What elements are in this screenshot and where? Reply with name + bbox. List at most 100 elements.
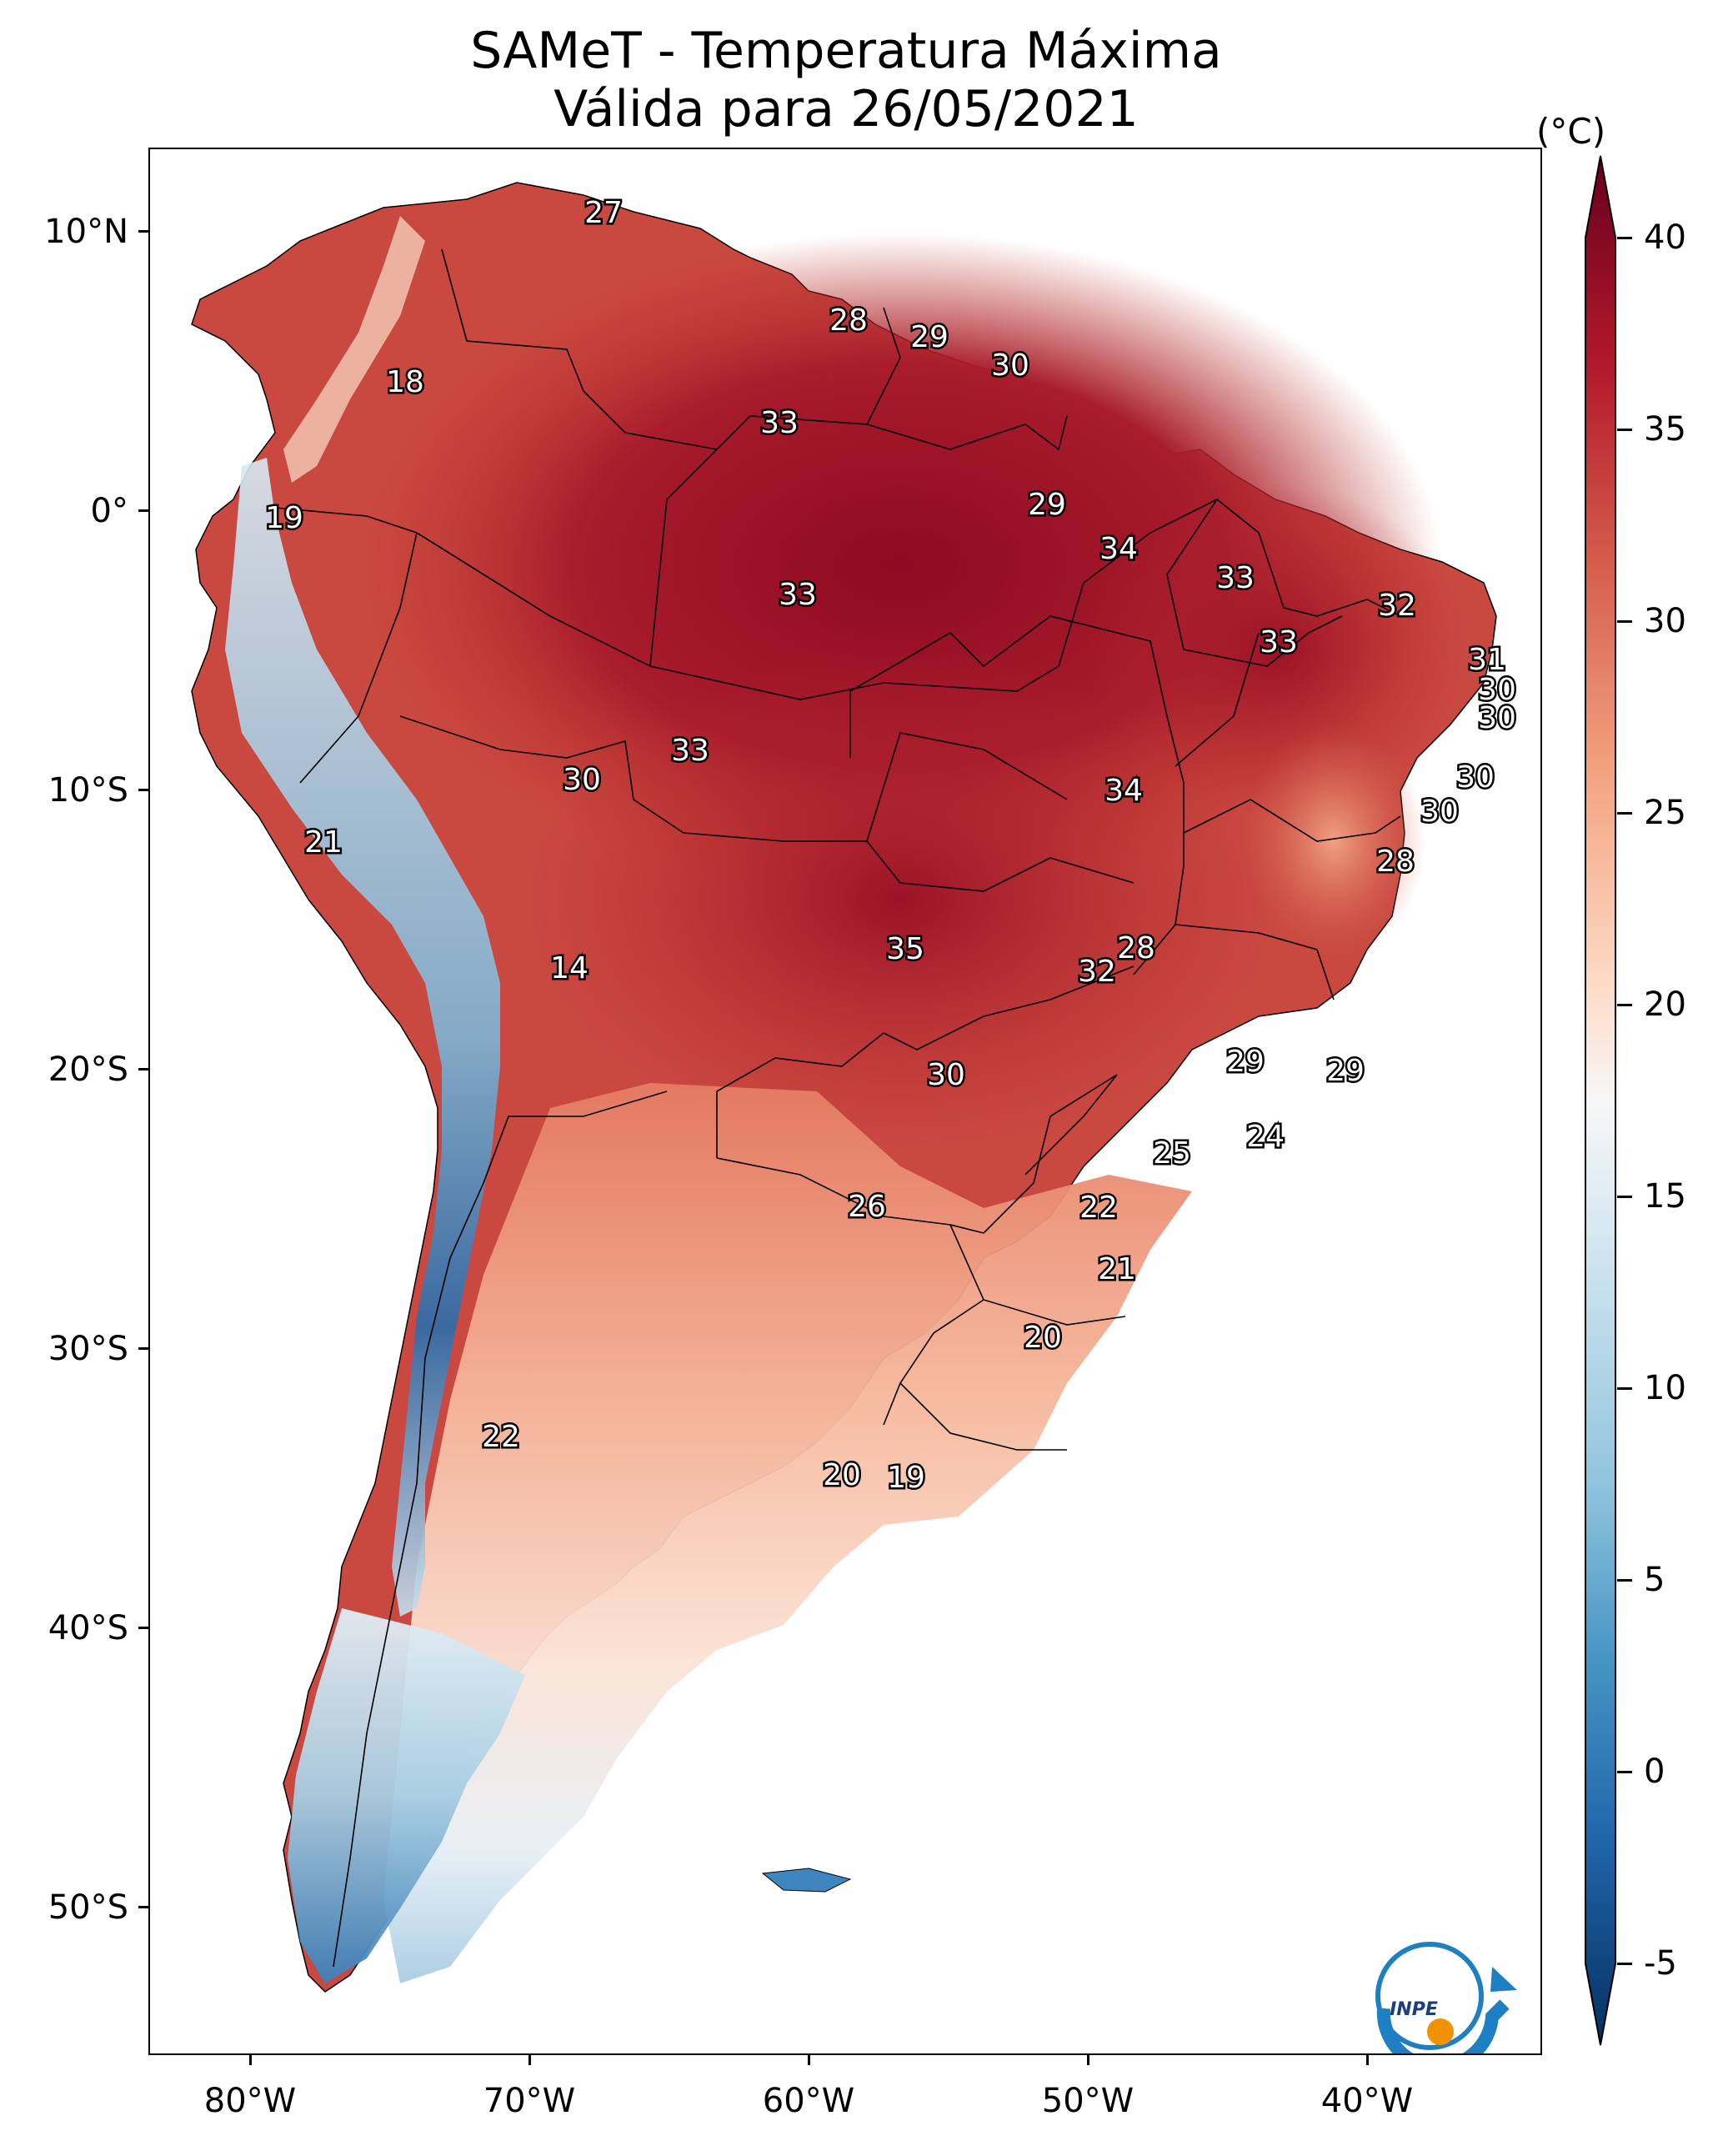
colorbar-tick-label: 40 — [1644, 218, 1686, 257]
colorbar-tick-label: 20 — [1644, 985, 1686, 1024]
station-label: 28 — [1117, 931, 1155, 965]
lat-tick — [138, 1068, 148, 1070]
bahia-cooler-zone — [1242, 725, 1425, 958]
station-label: 30 — [1478, 673, 1516, 707]
lon-tick — [1087, 2055, 1089, 2065]
lat-tick — [138, 1627, 148, 1629]
station-label: 19 — [265, 501, 303, 535]
political-borders — [274, 248, 1401, 1968]
lat-tick — [138, 789, 148, 791]
station-label: 31 — [1468, 643, 1506, 677]
colombian-andes-strip — [283, 216, 425, 483]
colorbar-tick-label: 15 — [1644, 1177, 1686, 1216]
lon-tick — [1366, 2055, 1369, 2065]
lon-label: 60°W — [762, 2082, 855, 2120]
station-label: 29 — [1226, 1045, 1265, 1079]
colorbar-tick — [1617, 237, 1632, 239]
colorbar-tick-label: 30 — [1644, 602, 1686, 640]
colorbar-unit: (°C) — [1536, 111, 1606, 152]
station-label: 30 — [927, 1058, 965, 1092]
andes-cold-strip — [225, 458, 500, 1617]
lat-tick — [138, 230, 148, 233]
station-label: 29 — [910, 320, 949, 354]
station-label: 33 — [1216, 561, 1255, 595]
station-label: 27 — [584, 196, 623, 230]
lat-tick — [138, 509, 148, 512]
colorbar-tick-label: -5 — [1644, 1944, 1677, 1983]
station-label: 25 — [1153, 1136, 1191, 1171]
falkland-islands — [761, 1868, 852, 1893]
lat-tick — [138, 1906, 148, 1908]
colorbar-tick — [1617, 1963, 1632, 1965]
station-label: 22 — [482, 1420, 520, 1454]
station-label: 34 — [1104, 774, 1143, 808]
lon-tick — [808, 2055, 810, 2065]
station-label: 21 — [304, 825, 343, 860]
station-label: 34 — [1099, 532, 1138, 566]
station-label: 29 — [1326, 1054, 1365, 1088]
station-label: 30 — [1456, 760, 1495, 795]
station-label: 30 — [1420, 795, 1459, 829]
inpe-logo: INPE — [1375, 1942, 1517, 2053]
station-label: 28 — [1376, 845, 1415, 879]
colorbar-tick — [1617, 1771, 1632, 1773]
station-label: 18 — [386, 365, 424, 399]
inpe-logo-text: INPE — [1390, 1999, 1438, 2020]
colorbar-gradient — [1585, 155, 1616, 2046]
station-label: 33 — [779, 578, 817, 612]
station-label: 33 — [1260, 625, 1298, 659]
colorbar — [1585, 155, 1616, 2046]
lat-label: 10°N — [44, 213, 128, 251]
station-label: 20 — [823, 1458, 861, 1492]
station-label: 26 — [848, 1190, 886, 1224]
map-title: SAMeT - Temperatura Máxima — [470, 22, 1222, 80]
colorbar-tick — [1617, 1387, 1632, 1390]
lat-label: 10°S — [48, 771, 128, 810]
lat-label: 50°S — [48, 1888, 128, 1927]
station-label: 14 — [550, 951, 589, 985]
station-label: 32 — [1078, 955, 1116, 989]
colorbar-tick — [1617, 812, 1632, 815]
southern-cone-region — [383, 1083, 1192, 1983]
colorbar-tick — [1617, 620, 1632, 623]
lon-label: 80°W — [203, 2082, 297, 2120]
lon-tick — [249, 2055, 252, 2065]
colorbar-tick-label: 35 — [1644, 410, 1686, 449]
lat-label: 0° — [90, 492, 128, 530]
lat-label: 20°S — [48, 1050, 128, 1089]
lon-label: 40°W — [1320, 2082, 1414, 2120]
station-label: 30 — [1478, 701, 1516, 735]
colorbar-tick — [1617, 1579, 1632, 1582]
colorbar-tick-label: 0 — [1644, 1752, 1665, 1791]
station-label-layer: 27 28 29 30 18 33 19 29 34 33 33 32 33 3… — [263, 194, 1519, 1497]
lon-tick — [528, 2055, 531, 2065]
station-label: 21 — [1098, 1252, 1136, 1286]
colorbar-tick — [1617, 1196, 1632, 1198]
colorbar-tick — [1617, 429, 1632, 431]
colorbar-tick-label: 10 — [1644, 1369, 1686, 1407]
station-label: 19 — [887, 1461, 925, 1495]
center-west-heat-zone — [525, 649, 1275, 1150]
colorbar-tick-label: 25 — [1644, 794, 1686, 832]
temperature-map: 27 28 29 30 18 33 19 29 34 33 33 32 33 3… — [191, 182, 1519, 2053]
station-label: 24 — [1246, 1120, 1285, 1154]
station-label: 33 — [760, 406, 799, 440]
station-label: 22 — [1079, 1191, 1118, 1225]
station-label: 29 — [1028, 488, 1066, 522]
map-subtitle: Válida para 26/05/2021 — [553, 80, 1139, 138]
station-label: 30 — [991, 348, 1029, 383]
lon-label: 50°W — [1041, 2082, 1134, 2120]
northeast-heat-zone — [1084, 483, 1467, 816]
station-label: 28 — [829, 303, 868, 338]
station-label: 30 — [563, 763, 601, 797]
lat-tick — [138, 1347, 148, 1350]
station-label: 35 — [886, 932, 924, 966]
map-panel: 27 28 29 30 18 33 19 29 34 33 33 32 33 3… — [148, 148, 1542, 2055]
lon-label: 70°W — [483, 2082, 576, 2120]
station-label: 32 — [1378, 589, 1416, 623]
colorbar-tick — [1617, 1004, 1632, 1006]
lat-label: 30°S — [48, 1330, 128, 1368]
station-label: 20 — [1024, 1321, 1062, 1355]
patagonia-region — [288, 1608, 525, 1983]
colorbar-tick-label: 5 — [1644, 1561, 1665, 1599]
